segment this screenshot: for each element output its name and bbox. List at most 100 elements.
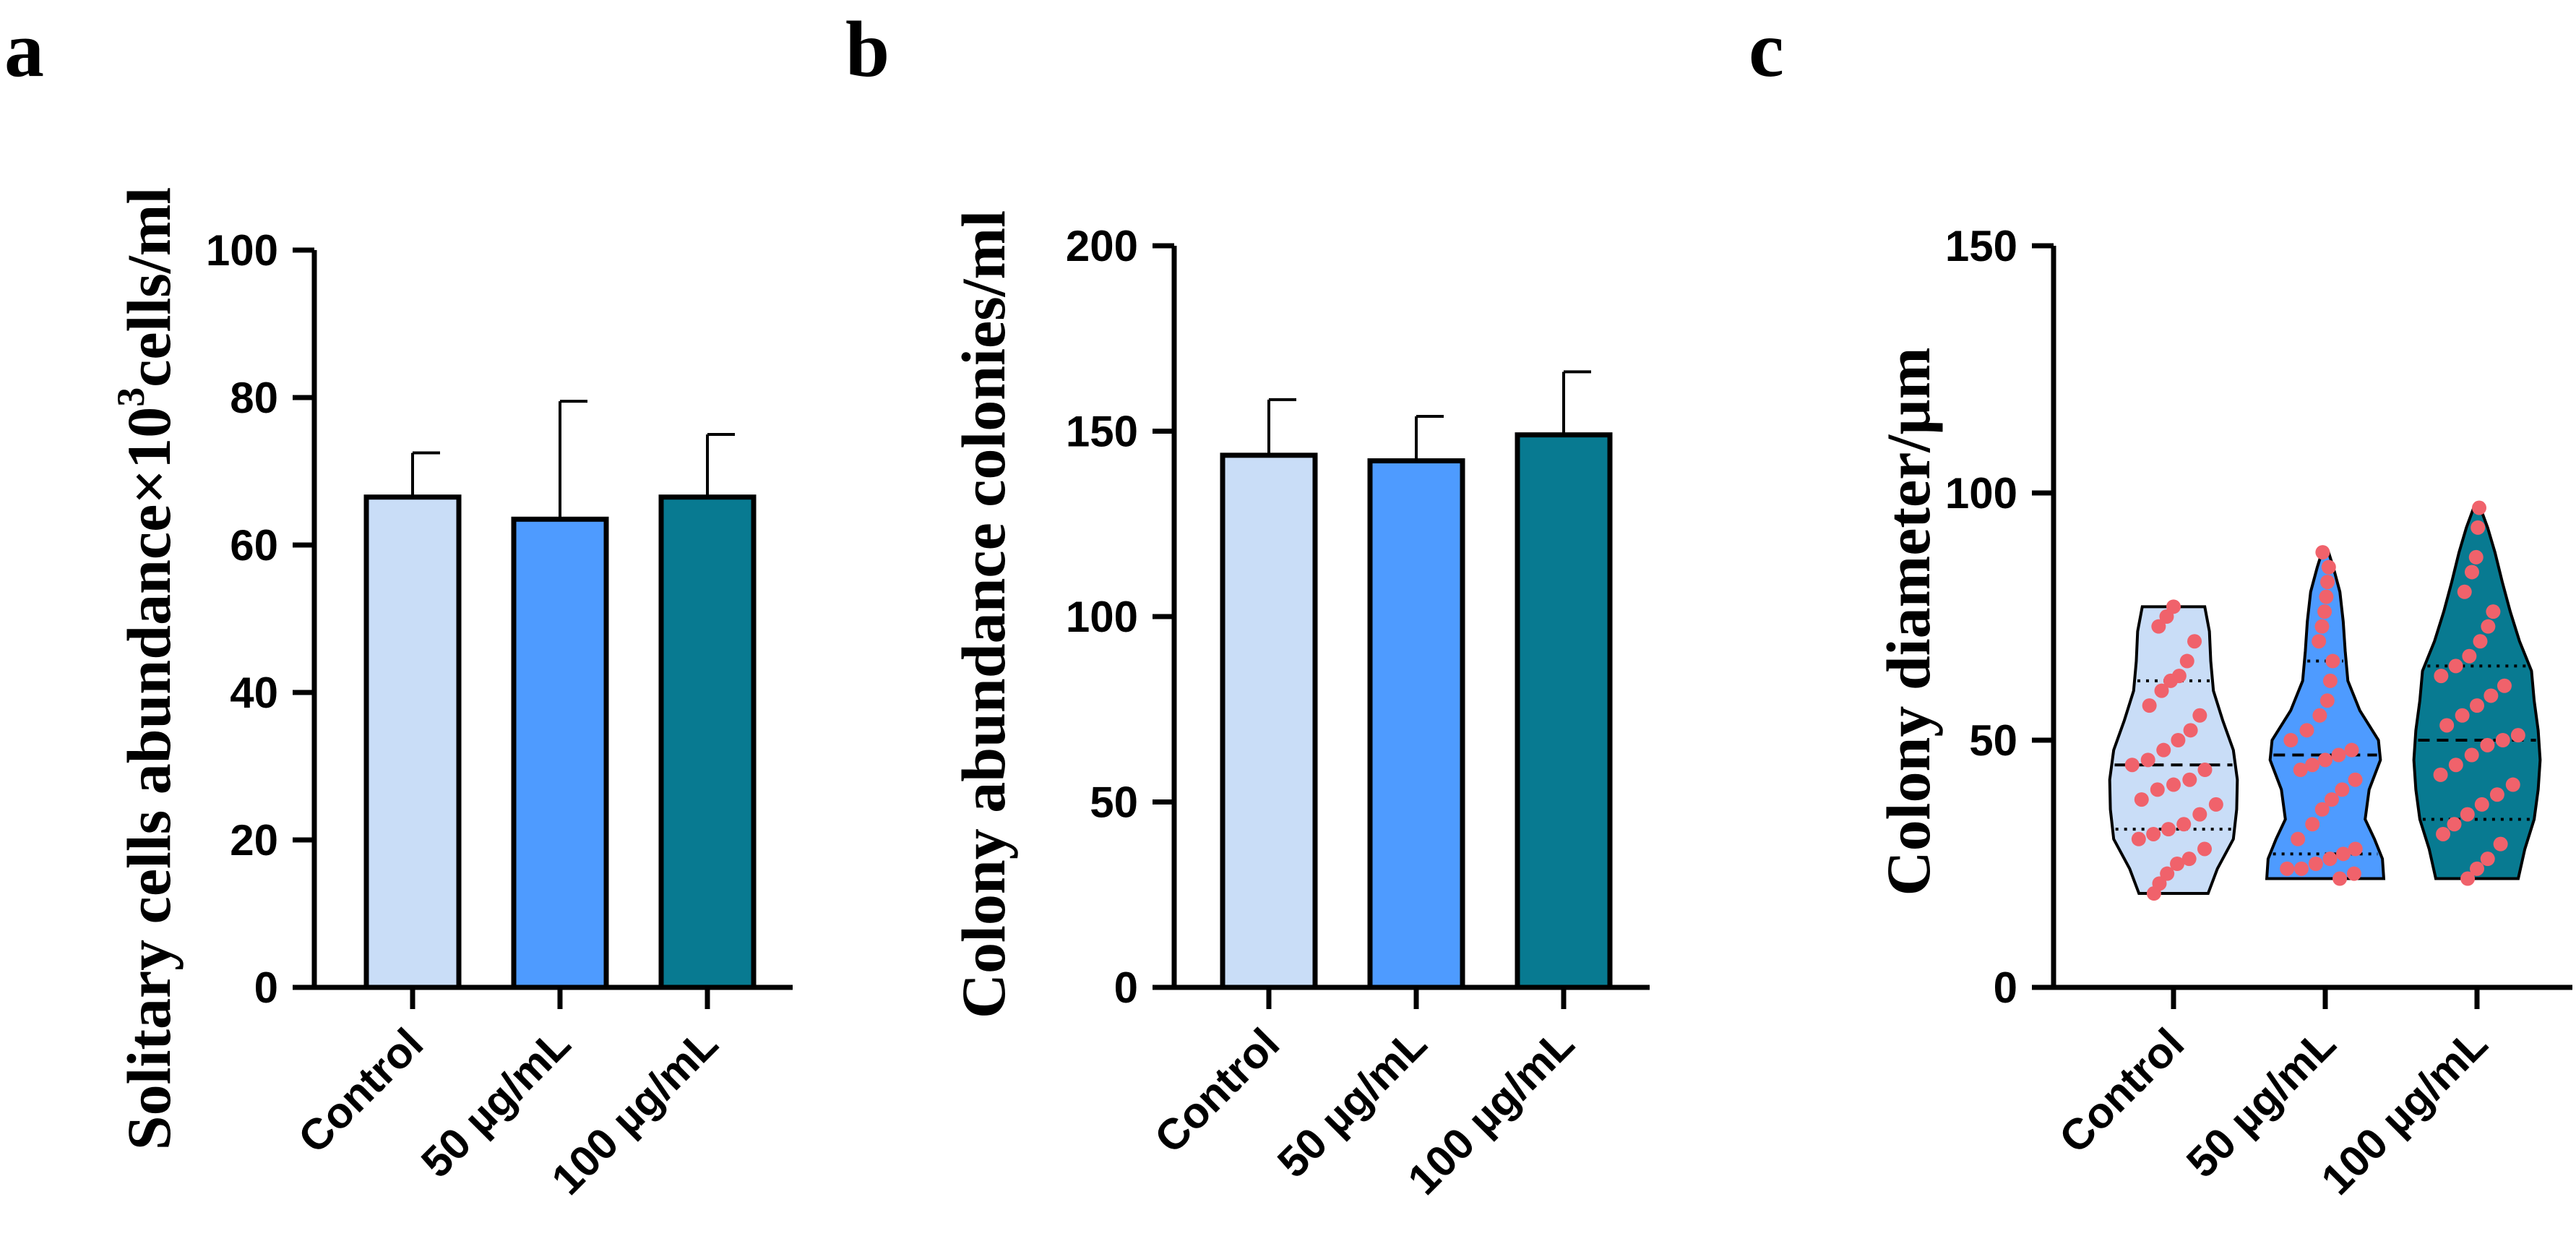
panel-c-violin-1-point-5 — [2322, 851, 2338, 867]
panel-c-violin-2-point-27 — [2457, 584, 2472, 599]
panel-c-letter: c — [1749, 5, 1784, 93]
panel-c-violin-0-point-23 — [2142, 698, 2157, 713]
panel-a-bar-0 — [363, 494, 462, 990]
panel-b-bars — [1220, 370, 1613, 990]
panel-a-y-ticks: 0 20 40 60 80 100 — [206, 226, 314, 1012]
panel-c-violin-1-point-14 — [2293, 763, 2308, 778]
panel-c-violin-0-point-29 — [2151, 619, 2166, 634]
panel-c-violin-2-point-21 — [2434, 669, 2449, 684]
panel-c-ytick-label-3: 150 — [1945, 222, 2017, 270]
panel-c-violin-1-point-30 — [2321, 559, 2336, 575]
panel-c-violin-0-point-13 — [2150, 782, 2165, 797]
panel-a-ytick-label-3: 60 — [230, 521, 278, 570]
panel-c-violin-2-point-18 — [2470, 698, 2484, 713]
panel-c-violin-0-point-22 — [2192, 708, 2207, 723]
panel-b-letter: b — [845, 5, 889, 93]
panel-c-violin-2-point-3 — [2493, 836, 2508, 851]
panel-c-violin-2-point-15 — [2510, 728, 2525, 743]
panel-c-violin-0-point-24 — [2154, 683, 2169, 698]
panel-c-violin-0-point-26 — [2171, 669, 2187, 684]
panel-c-violin-2-point-30 — [2471, 520, 2486, 535]
panel-b-ytick-label-0: 0 — [1114, 964, 1138, 1012]
panel-c-violin-0-point-10 — [2192, 807, 2207, 822]
panel-c-violin-1-point-4 — [2308, 857, 2323, 871]
panel-c-violin-1-point-18 — [2344, 742, 2359, 758]
panel-c-violin-2-point-14 — [2495, 733, 2510, 747]
panel-c-violin-1-point-25 — [2312, 634, 2327, 649]
panel-a-bar-2 — [658, 494, 757, 990]
panel-c-violin-0-point-2 — [2160, 866, 2175, 881]
panel-c-violin-0-point-11 — [2208, 797, 2223, 812]
panel-c-violin-1-point-22 — [2319, 693, 2335, 708]
panel-c-violin-1-point-20 — [2299, 723, 2314, 738]
panel-c-xtick-label-0: Control — [2050, 1019, 2193, 1162]
panel-c-violin-2-point-28 — [2464, 565, 2479, 580]
panel-c-x-ticks — [2171, 987, 2480, 1009]
panel-c-violin-2-point-13 — [2480, 737, 2495, 752]
panel-c-violin-0-point-6 — [2131, 831, 2146, 846]
panel-c-violin-2-point-31 — [2472, 500, 2486, 515]
panel-c-violin-1-point-15 — [2305, 758, 2320, 773]
panel-c-violin-1-point-27 — [2317, 604, 2332, 619]
panel-c-violin-1-point-21 — [2312, 708, 2327, 723]
panel-c-violin-2-point-26 — [2486, 604, 2501, 619]
panel-a-ylabel: Solitary cells abundance×103cells/ml — [109, 187, 184, 1151]
panel-c-violin-2-point-22 — [2448, 658, 2463, 674]
panel-b-y-ticks: 0 50 100 150 200 — [1066, 222, 1174, 1012]
panel-c-ytick-label-1: 50 — [1969, 716, 2017, 765]
panel-c-violin-2-point-2 — [2480, 851, 2495, 867]
panel-c-violin-1-point-28 — [2319, 589, 2334, 604]
panel-c-violin-2-point-5 — [2447, 817, 2462, 832]
panel-c-violin-1-point-0 — [2332, 871, 2348, 886]
panel-c-ytick-label-2: 100 — [1945, 469, 2017, 518]
panel-c-violin-0-point-9 — [2176, 817, 2192, 832]
panel-c-violin-1-point-31 — [2315, 545, 2330, 560]
panel-c: c Colony diameter/µm 0 50 100 150 Control50… — [1749, 5, 2572, 1204]
panel-c-violin-1-point-12 — [2335, 782, 2350, 797]
panel-c-violin-0-point-21 — [2183, 723, 2198, 738]
panel-c-violin-1-point-8 — [2291, 831, 2306, 846]
panel-c-violin-0-point-16 — [2197, 763, 2213, 778]
panel-c-violin-0-point-31 — [2166, 599, 2181, 614]
panel-b: b Colony abundance colonies/ml 0 50 100 150… — [845, 5, 1650, 1204]
panel-c-violin-0-point-1 — [2152, 876, 2167, 891]
panel-c-violin-1-point-1 — [2346, 866, 2361, 881]
panel-c-violin-2-point-6 — [2460, 807, 2475, 822]
panel-c-violin-0-point-15 — [2182, 772, 2197, 787]
panel-c-violin-0-point-19 — [2156, 742, 2171, 758]
panel-b-ytick-label-2: 100 — [1066, 593, 1138, 641]
panel-c-violin-0-point-5 — [2197, 841, 2213, 857]
panel-a-xtick-label-0: Control — [289, 1019, 432, 1162]
panel-a-bars — [363, 400, 757, 990]
panel-c-violin-2-point-7 — [2474, 797, 2489, 812]
panel-b-x-ticks — [1266, 987, 1567, 1009]
panel-c-violin-1-point-3 — [2293, 861, 2309, 876]
panel-c-violin-2-point-17 — [2455, 708, 2470, 723]
panel-c-violin-0-point-4 — [2181, 851, 2197, 867]
panel-a-ytick-label-4: 80 — [230, 374, 278, 422]
panel-c-violin-2-point-4 — [2436, 826, 2451, 841]
panel-c-violin-0-point-18 — [2140, 752, 2155, 768]
panel-c-violins — [2108, 500, 2542, 901]
panel-c-violin-0-point-7 — [2146, 826, 2161, 841]
panel-c-violin-0-point-8 — [2161, 822, 2176, 837]
panel-c-violin-0-point-14 — [2166, 777, 2181, 792]
panel-a-ytick-label-1: 20 — [230, 816, 278, 865]
panel-a-ylabel-main: Solitary cells abundance×10 — [114, 407, 184, 1151]
panel-a-x-ticks — [410, 987, 710, 1009]
panel-a: a Solitary cells abundance×103cells/ml 0… — [4, 5, 793, 1204]
panel-c-violin-2-point-16 — [2439, 718, 2455, 733]
panel-c-violin-1-point-19 — [2283, 733, 2299, 747]
panel-b-ytick-label-1: 50 — [1090, 778, 1138, 827]
panel-a-ytick-label-0: 0 — [254, 964, 278, 1012]
panel-c-violin-0-point-27 — [2179, 653, 2194, 669]
panel-c-violin-2-point-8 — [2489, 787, 2504, 802]
panel-c-violin-2-point-9 — [2505, 777, 2520, 792]
panel-c-violin-1-point-16 — [2318, 752, 2332, 768]
panel-b-ytick-label-4: 200 — [1066, 222, 1138, 270]
panel-b-ytick-label-3: 150 — [1066, 408, 1138, 456]
panel-a-ylabel-sup: 3 — [109, 387, 152, 407]
